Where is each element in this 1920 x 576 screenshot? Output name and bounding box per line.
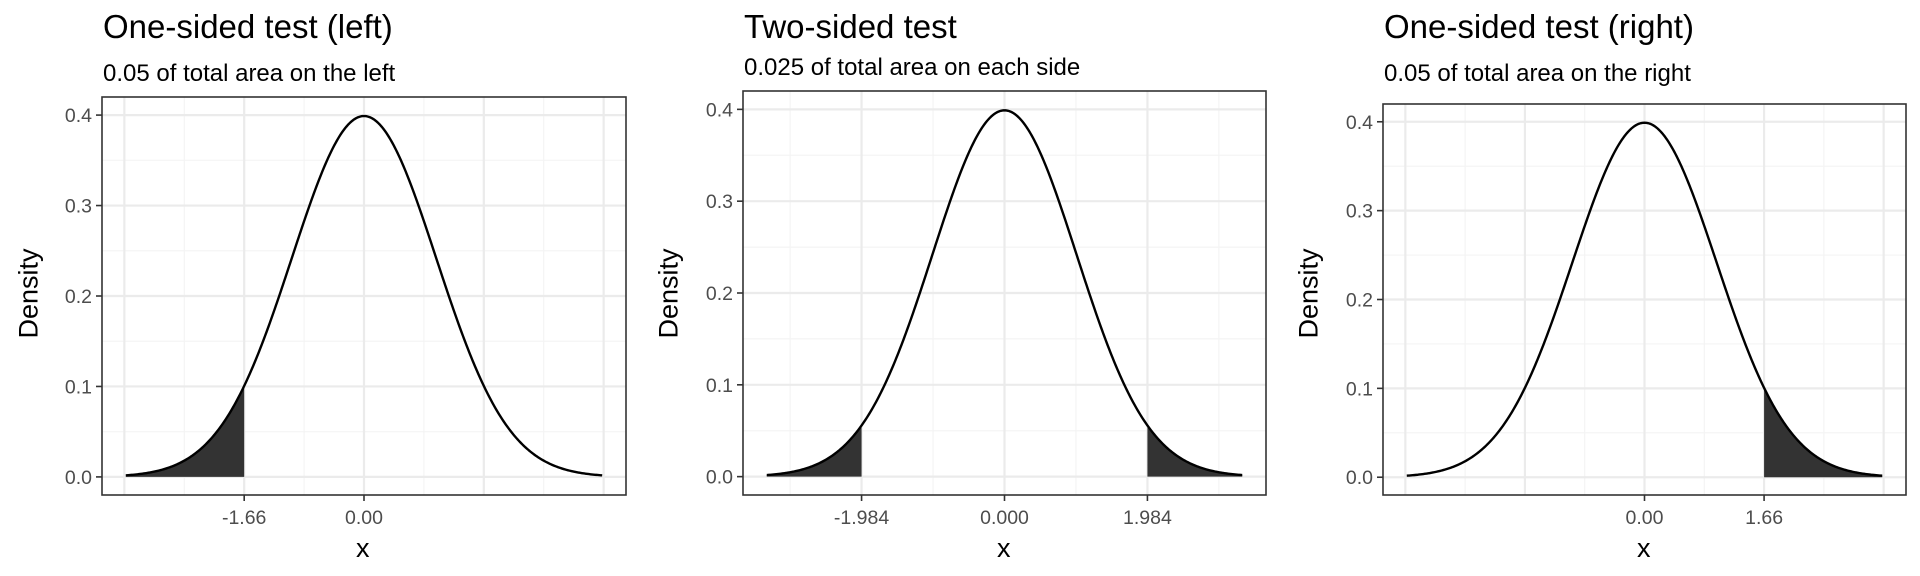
y-tick-label: 0.2 [706, 283, 733, 305]
shaded-region [125, 385, 245, 477]
x-tick-label: 0.00 [1626, 507, 1664, 529]
shaded-region [1147, 425, 1243, 477]
y-tick-label: 0.1 [1346, 378, 1373, 400]
y-tick-label: 0.1 [706, 375, 733, 397]
x-axis-title: x [356, 533, 370, 563]
chart-title: One-sided test (left) [103, 8, 393, 45]
density-curve [766, 109, 1243, 477]
y-tick-label: 0.0 [65, 467, 92, 489]
chart-panel-2: Two-sided test 0.025 of total area on ea… [640, 0, 1280, 576]
chart-subtitle: 0.05 of total area on the right [1384, 60, 1691, 87]
x-tick-label: 1.66 [1745, 507, 1783, 529]
chart-panel-3: One-sided test (right) 0.05 of total are… [1280, 0, 1920, 576]
x-tick-label: 0.000 [980, 507, 1029, 529]
chart-title: One-sided test (right) [1384, 8, 1694, 45]
y-tick-label: 0.0 [706, 467, 733, 489]
y-tick-label: 0.3 [706, 191, 733, 213]
x-tick-label: 0.00 [345, 507, 383, 529]
y-tick-label: 0.1 [65, 376, 92, 398]
plot-area: 0.0 0.1 0.2 0.3 0.4 0.00 1.66 [1346, 103, 1907, 529]
chart-subtitle: 0.05 of total area on the left [103, 60, 396, 87]
y-tick-label: 0.2 [1346, 290, 1373, 312]
plot-area: 0.0 0.1 0.2 0.3 0.4 -1.66 0.00 [65, 96, 627, 529]
y-tick-label: 0.4 [706, 99, 733, 121]
shaded-region [766, 425, 862, 477]
x-tick-label: -1.984 [834, 507, 889, 529]
x-tick-label: -1.66 [222, 507, 266, 529]
y-tick-label: 0.4 [1346, 112, 1373, 134]
density-curve [1406, 121, 1883, 477]
chart-panel-1: One-sided test (left) 0.05 of total area… [0, 0, 640, 576]
x-axis-title: x [997, 533, 1011, 563]
x-tick-label: 1.984 [1123, 507, 1172, 529]
y-tick-label: 0.2 [65, 286, 92, 308]
chart-subtitle: 0.025 of total area on each side [744, 54, 1081, 81]
chart-title: Two-sided test [744, 8, 957, 45]
y-tick-label: 0.3 [1346, 201, 1373, 223]
plot-area: 0.0 0.1 0.2 0.3 0.4 -1.984 0.000 1.984 [706, 90, 1267, 529]
y-tick-label: 0.3 [65, 196, 92, 218]
shaded-region [1764, 387, 1883, 478]
density-curve [125, 114, 603, 477]
y-tick-label: 0.4 [65, 105, 92, 127]
y-tick-label: 0.0 [1346, 467, 1373, 489]
x-axis-title: x [1637, 533, 1651, 563]
